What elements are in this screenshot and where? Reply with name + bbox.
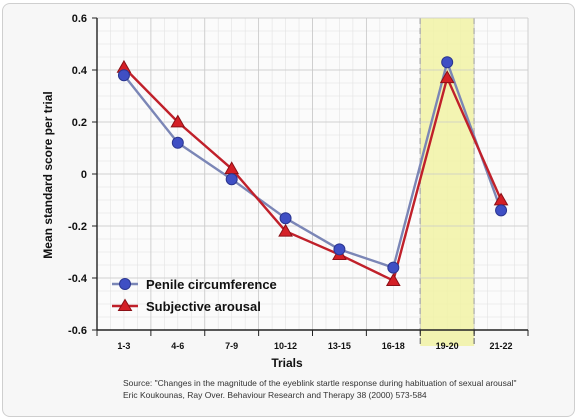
data-point-penile-circumference: [495, 204, 508, 217]
series-line-subjective-arousal: [123, 66, 503, 282]
data-point-subjective-arousal: [385, 273, 401, 286]
series-line-penile-circumference: [122, 61, 503, 269]
x-tick-label: 1-3: [117, 341, 130, 351]
legend: Penile circumference Subjective arousal: [112, 277, 277, 314]
y-tick-label: 0: [81, 169, 87, 181]
x-tick-label: 10-12: [274, 341, 297, 351]
data-point-penile-circumference: [171, 136, 184, 149]
data-point-penile-circumference: [333, 243, 346, 256]
legend-marker-circle-icon: [119, 278, 131, 290]
y-tick-label: -0.4: [68, 273, 88, 285]
y-tick-label: 0.4: [72, 65, 88, 77]
data-point-subjective-arousal: [439, 70, 455, 84]
source-line-1: Source: "Changes in the magnitude of the…: [123, 378, 517, 388]
data-point-penile-circumference: [441, 56, 454, 69]
y-tick-label: 0.2: [72, 117, 87, 129]
x-tick-label: 19-20: [436, 341, 459, 351]
data-point-subjective-arousal: [278, 223, 293, 237]
y-tick-label: 0.6: [72, 13, 87, 25]
x-tick-label: 16-18: [382, 341, 405, 351]
data-point-subjective-arousal: [170, 114, 186, 128]
x-axis-label: Trials: [271, 356, 303, 370]
y-tick-labels: 0.6 0.4 0.2 0 -0.2 -0.4 -0.6: [68, 13, 88, 337]
x-tick-label: 4-6: [171, 341, 184, 351]
series-group: [116, 56, 509, 286]
y-tick-label: -0.6: [68, 325, 87, 337]
data-point-penile-circumference: [225, 173, 238, 186]
major-grid: [96, 17, 529, 331]
legend-label-penile: Penile circumference: [146, 277, 277, 292]
source-line-2: Eric Koukounas, Ray Over. Behaviour Rese…: [123, 390, 427, 400]
legend-label-subjective: Subjective arousal: [146, 299, 261, 314]
x-tick-label: 13-15: [328, 341, 351, 351]
data-point-penile-circumference: [279, 212, 292, 225]
data-point-penile-circumference: [387, 261, 400, 274]
y-axis-label: Mean standard score per trial: [41, 91, 55, 258]
data-point-penile-circumference: [117, 69, 130, 82]
axes: [92, 17, 529, 336]
x-tick-label: 21-22: [490, 341, 513, 351]
y-tick-label: -0.2: [68, 221, 87, 233]
legend-marker-triangle-icon: [117, 298, 133, 311]
x-tick-labels: 1-3 4-6 7-9 10-12 13-15 16-18 19-20 21-22: [117, 341, 512, 351]
x-tick-label: 7-9: [225, 341, 238, 351]
